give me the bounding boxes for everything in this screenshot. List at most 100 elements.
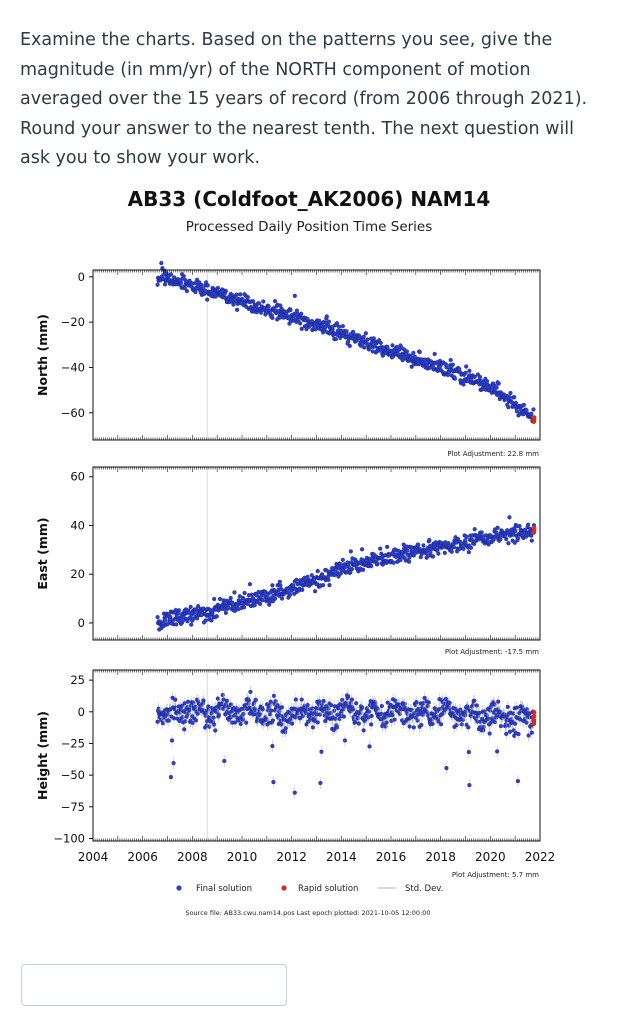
east-final-point [260,597,265,603]
east-final-point [515,536,521,541]
height-final-point [482,709,487,714]
north-plot-area [93,270,540,440]
north-final-point [362,345,367,350]
east-final-point [165,621,170,627]
height-final-point [317,712,322,717]
north-final-point [494,385,499,390]
height-final-point [437,707,443,712]
north-final-point [507,395,513,400]
height-final-point [426,700,431,705]
height-final-point [366,709,372,714]
height-final-point [160,721,165,726]
height-final-point [317,699,322,704]
east-final-point [203,618,208,623]
north-y-tick-label: −60 [61,406,85,420]
height-final-point [172,716,177,721]
height-final-point [356,721,361,726]
height-final-point [333,716,338,721]
height-final-point [155,719,160,724]
height-final-point [238,721,243,726]
east-final-point [340,557,345,562]
east-final-point [272,596,278,601]
east-final-point [405,548,410,553]
height-final-point [405,711,410,716]
north-final-point [178,280,184,285]
height-final-point [270,744,275,749]
height-final-point [240,717,246,722]
east-final-point [506,541,511,546]
height-final-point [293,697,298,702]
east-final-point [466,550,471,555]
height-final-point [283,726,288,731]
height-final-point [439,722,444,727]
height-final-point [375,706,380,712]
height-final-point [190,720,195,725]
height-final-point [407,724,412,729]
height-final-point [444,766,449,771]
north-final-point [205,283,210,288]
east-final-point [312,589,318,594]
east-final-point [232,590,237,595]
height-final-point [159,717,164,722]
chart-subtitle: Processed Daily Position Time Series [186,219,433,235]
east-final-point [416,542,421,547]
east-final-point [406,559,412,564]
east-final-point [385,544,390,549]
north-final-point [477,374,483,380]
east-final-point [277,579,282,584]
east-final-point [249,592,254,597]
north-final-point [357,334,362,339]
east-final-point [522,527,527,533]
east-final-point [472,527,477,532]
north-final-point [288,307,293,313]
north-final-point [531,407,536,412]
height-final-point [373,701,378,706]
east-final-point [176,608,181,613]
height-final-point [356,715,361,720]
north-rapid-point [531,415,537,420]
height-final-point [222,758,227,764]
height-final-point [342,738,348,743]
height-final-point [354,701,359,706]
height-final-point [369,722,374,727]
north-final-point [472,374,477,379]
east-final-point [251,596,256,601]
panel-north: 0 −20 −40 −60 North (mm) [35,260,541,441]
height-final-point [472,698,477,703]
north-final-point [298,321,303,326]
north-final-point [292,293,297,298]
height-final-point [384,720,389,725]
height-final-point [273,699,278,704]
north-final-point [506,405,511,410]
east-final-point [252,603,257,608]
height-final-point [305,703,310,708]
height-final-point [488,708,493,713]
north-final-point [172,275,177,280]
east-final-point [174,622,179,627]
north-final-point [521,402,526,407]
height-final-point [379,711,384,716]
east-final-point [270,583,275,588]
north-final-point [340,324,345,329]
north-final-point [326,319,332,324]
height-final-point [359,705,365,710]
east-final-point [217,596,223,602]
north-final-point [192,281,198,286]
east-final-point [421,543,426,548]
height-final-point [481,728,486,733]
height-final-point [271,780,276,785]
height-final-point [390,712,395,718]
north-final-point [467,368,472,373]
east-final-point [214,614,219,619]
north-final-point [256,301,262,306]
height-final-point [195,711,200,716]
north-final-point [496,381,501,386]
east-final-point [168,614,173,620]
north-y-tick-label: −20 [61,315,85,329]
height-final-point [334,725,340,730]
height-final-point [211,715,216,720]
height-final-point [340,697,345,703]
height-final-point [205,708,210,713]
north-final-point [452,376,458,381]
